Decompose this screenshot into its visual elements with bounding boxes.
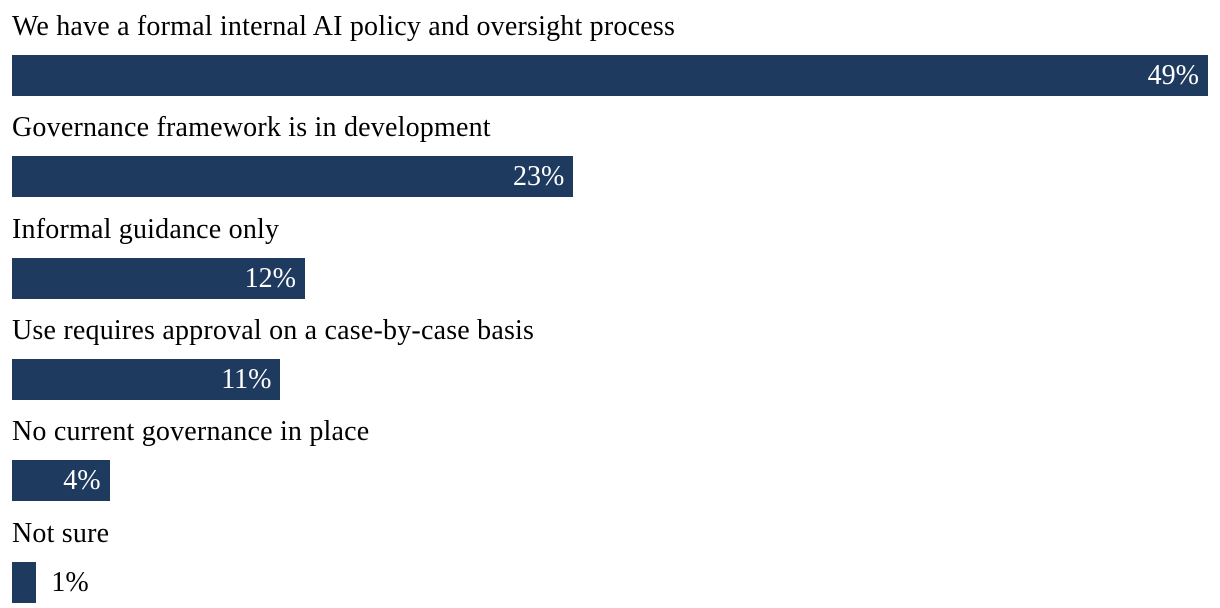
bar-row: Informal guidance only 12% [12,203,1208,304]
bar: 49% [12,55,1208,96]
value-label: 4% [63,465,101,497]
category-label: Governance framework is in development [12,112,491,144]
bar-track: 11% [12,358,1208,400]
category-label: Not sure [12,517,110,549]
value-label: 12% [244,262,296,294]
category-label: Informal guidance only [12,213,280,245]
bar-track: 4% [12,460,1208,502]
bar-track: 49% [12,55,1208,96]
value-label: 49% [1147,60,1199,91]
bar: 4% [12,460,110,502]
value-label: 11% [221,363,272,395]
bar-track: 1% [12,561,1208,603]
category-label: We have a formal internal AI policy and … [12,11,676,42]
value-label: 23% [513,161,565,193]
bar-row: Governance framework is in development 2… [12,101,1208,202]
value-label: 1% [51,566,89,598]
bar [12,561,37,603]
bar-row: Not sure 1% [12,507,1208,608]
bar-row: No current governance in place 4% [12,405,1208,506]
bar-row: Use requires approval on a case-by-case … [12,304,1208,405]
bar-track: 23% [12,156,1208,198]
bar-row: We have a formal internal AI policy and … [12,0,1208,101]
bar-track: 12% [12,257,1208,299]
bar: 11% [12,358,281,400]
category-label: No current governance in place [12,416,370,448]
bar: 12% [12,257,305,299]
category-label: Use requires approval on a case-by-case … [12,314,535,346]
bar: 23% [12,156,574,198]
